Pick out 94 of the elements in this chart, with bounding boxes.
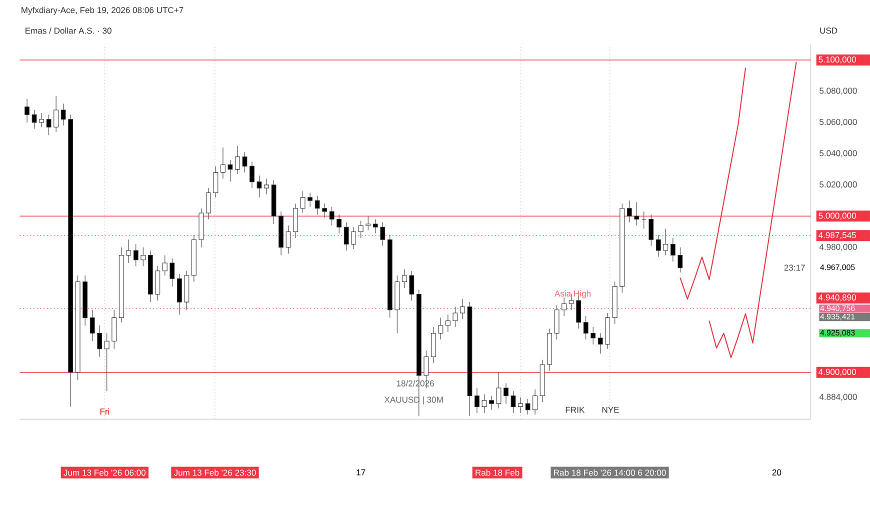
candlestick (336, 214, 342, 234)
annotation: FRIK (566, 406, 585, 413)
candlestick (155, 266, 160, 301)
y-tick-label: 5.040,000 (820, 150, 857, 158)
candlestick (256, 175, 262, 198)
annotation: NYE (602, 406, 619, 413)
candlestick (176, 274, 182, 315)
candlestick (300, 190, 306, 214)
candlestick (264, 178, 269, 195)
candlestick (504, 383, 508, 404)
candlestick (32, 110, 37, 130)
candlestick (293, 203, 298, 238)
candlestick (532, 389, 538, 415)
y-tick-label: 5.020,000 (820, 181, 857, 189)
y-tick-label: 4.980,000 (819, 244, 857, 251)
annotation: Asia High (554, 290, 590, 298)
ref-line-label: 5.000,000 (818, 212, 856, 220)
candlestick (250, 161, 254, 188)
y-tick-label: 5.080,000 (820, 88, 857, 95)
candlestick (322, 203, 328, 218)
text: Rab 18 Feb '26 14:00 6 20:00 (554, 469, 666, 476)
candlestick (590, 326, 596, 345)
candlestick (126, 239, 132, 264)
candlestick (351, 226, 356, 250)
candlestick (446, 314, 450, 332)
candlestick (286, 225, 291, 254)
text: 20 (772, 469, 782, 476)
candlestick (104, 333, 110, 392)
ref-line-label: 4.900,000 (818, 368, 856, 376)
candlestick (46, 114, 52, 136)
candlestick (409, 270, 414, 301)
candlestick (380, 222, 386, 246)
annotation: Fri (100, 408, 110, 415)
line-series (680, 67, 746, 300)
candlestick (344, 222, 349, 251)
candlestick (656, 234, 661, 258)
candlestick (54, 96, 59, 132)
candlestick (460, 298, 465, 320)
candlestick (242, 152, 248, 173)
candlestick (626, 200, 632, 223)
text: 17 (356, 469, 366, 476)
text: Jum 13 Feb '26 23:30 (174, 469, 256, 476)
chart-title: Emas / Dollar A.S. · 30 (26, 28, 112, 34)
ref-line-label: 4.987,545 (818, 232, 856, 240)
candlestick (402, 269, 407, 288)
candlestick (366, 216, 371, 231)
candlestick (358, 220, 364, 238)
candlestick (24, 98, 30, 123)
candlestick (562, 297, 567, 316)
candlestick (140, 247, 146, 266)
candlestick (112, 310, 117, 350)
candlestick (228, 160, 233, 182)
candlestick (510, 390, 516, 414)
candlestick (90, 310, 95, 342)
candlestick (634, 202, 640, 226)
candlestick (489, 396, 494, 410)
candlestick (162, 255, 168, 276)
candlestick (97, 325, 102, 358)
candlestick (372, 219, 378, 234)
text: Rab 18 Feb (476, 469, 520, 476)
candlestick (220, 147, 226, 180)
text: Myfxdiary-Ace, Feb 19, 2026 08:06 UTC+7 (22, 6, 184, 15)
candlestick (438, 317, 444, 340)
candlestick (518, 397, 523, 414)
candlestick (206, 188, 211, 220)
candlestick (308, 192, 313, 208)
candlestick (648, 214, 654, 246)
candlestick (452, 306, 458, 328)
y-tick-label: 4.884,000 (819, 394, 857, 401)
text: Jum 13 Feb '26 06:00 (64, 469, 146, 476)
candlestick (598, 333, 603, 354)
ref-line-label: 4.940,890 (818, 294, 856, 302)
candlestick (678, 247, 683, 273)
ref-line-label: 5.100,000 (818, 56, 856, 64)
y-axis-title: USD (820, 28, 838, 34)
candlestick (60, 104, 66, 126)
annotation: 23:17 (784, 264, 805, 271)
candlestick (583, 316, 588, 340)
candlestick (670, 238, 676, 262)
candlestick (496, 372, 502, 409)
candlestick (314, 196, 320, 215)
candlestick (474, 388, 480, 414)
candlestick (133, 244, 138, 266)
candlestick (39, 112, 44, 128)
candlestick (482, 394, 487, 414)
candlestick (431, 326, 436, 364)
candlestick (213, 166, 218, 198)
candlestick (525, 398, 530, 415)
candlestick (663, 228, 668, 256)
candlestick (329, 206, 334, 226)
y-tick-label: 5.060,000 (820, 119, 857, 126)
candlestick (554, 304, 560, 340)
candlestick (235, 146, 240, 174)
candlestick (170, 258, 175, 287)
